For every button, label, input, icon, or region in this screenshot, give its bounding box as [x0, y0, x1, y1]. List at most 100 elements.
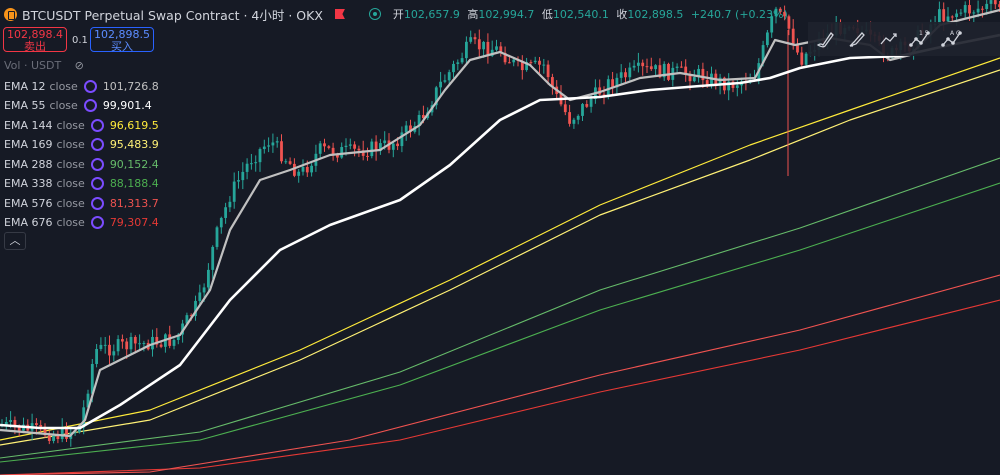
settings-ring-icon[interactable]	[90, 196, 104, 210]
ema-576-line	[0, 274, 1000, 475]
wave-pattern-tool-button[interactable]: 1 5	[906, 24, 936, 54]
candle	[477, 29, 481, 59]
indicator-row[interactable]: EMA 576 close 81,313.7	[4, 194, 159, 212]
ema-55-line	[0, 33, 1000, 430]
candle	[185, 312, 189, 325]
candle	[624, 68, 627, 84]
chevron-up-icon: ︿	[9, 234, 21, 247]
high-value: 102,994.7	[478, 8, 535, 21]
candle	[133, 335, 137, 354]
candle	[473, 33, 477, 45]
candle	[215, 225, 219, 250]
settings-ring-icon[interactable]	[83, 99, 97, 112]
candle	[275, 136, 279, 148]
indicator-name: EMA 676	[4, 216, 53, 229]
candle	[116, 335, 120, 356]
candle	[581, 103, 584, 121]
drawing-toolbar: 1 5 A C	[808, 22, 1000, 56]
candle	[99, 337, 103, 352]
candle	[615, 73, 619, 96]
abcd-pattern-tool-button[interactable]: A C	[938, 24, 968, 54]
candle	[353, 141, 356, 157]
change-value: +240.7 (+0.23%)	[690, 8, 788, 21]
candle	[667, 62, 670, 82]
indicator-name: EMA 576	[4, 196, 53, 210]
candle	[804, 52, 808, 67]
candle	[409, 119, 412, 138]
highlighter-icon	[849, 32, 865, 47]
candle	[959, 9, 963, 16]
settings-ring-icon[interactable]	[90, 216, 104, 229]
candle	[232, 172, 236, 209]
candle	[288, 157, 292, 166]
candle	[770, 12, 774, 38]
abcd-pattern-icon: A C	[941, 30, 962, 47]
candle	[43, 423, 47, 438]
flag-icon[interactable]	[334, 9, 345, 19]
candle	[585, 100, 589, 109]
indicator-row[interactable]: EMA 144 close 96,619.5	[4, 116, 159, 134]
indicator-row[interactable]: EMA 12 close 101,726.8	[4, 77, 159, 95]
open-value: 102,657.9	[403, 8, 460, 21]
settings-ring-icon[interactable]	[90, 138, 104, 151]
candle	[284, 158, 288, 165]
symbol-title[interactable]: BTCUSDT Perpetual Swap Contract · 4小时 · …	[22, 7, 323, 23]
candle	[39, 420, 43, 433]
indicator-row[interactable]: EMA 288 close 90,152.4	[4, 155, 159, 173]
candle	[654, 64, 657, 77]
settings-ring-icon[interactable]	[83, 79, 97, 93]
collapse-legend-button[interactable]: ︿	[4, 232, 26, 250]
indicator-value: 95,483.9	[109, 138, 159, 151]
candle	[211, 245, 215, 279]
candle	[697, 65, 700, 83]
candle	[138, 334, 141, 350]
indicator-row[interactable]: EMA 55 close 99,901.4	[4, 97, 152, 115]
settings-ring-icon[interactable]	[90, 118, 104, 132]
brush-tool-button[interactable]	[810, 24, 840, 54]
settings-ring-icon[interactable]	[90, 177, 104, 190]
candle	[301, 159, 305, 176]
volume-legend[interactable]: Vol · USDT ⊘	[4, 59, 84, 72]
settings-ring-icon[interactable]	[90, 157, 104, 171]
candle	[486, 33, 490, 64]
candle	[52, 430, 55, 444]
candle	[469, 30, 473, 44]
candle	[778, 7, 782, 15]
candle	[551, 73, 554, 95]
candle	[129, 332, 133, 356]
indicator-value: 88,188.4	[109, 177, 159, 190]
candle	[219, 216, 223, 234]
buy-button[interactable]: 102,898.5 买入	[90, 27, 154, 53]
highlighter-tool-button[interactable]	[842, 24, 872, 54]
candle	[568, 104, 571, 127]
candle	[452, 60, 455, 78]
indicator-row[interactable]: EMA 676 close 79,307.4	[4, 214, 159, 232]
candle	[241, 162, 245, 190]
candle	[361, 140, 365, 161]
trend-line-tool-button[interactable]	[874, 24, 904, 54]
candle	[731, 78, 735, 93]
indicator-source: close	[56, 138, 85, 151]
close-value: 102,898.5	[627, 8, 684, 21]
indicator-row[interactable]: EMA 169 close 95,483.9	[4, 136, 159, 154]
close-label: 收	[616, 8, 628, 21]
candle	[82, 400, 86, 435]
candle	[993, 0, 997, 10]
candle	[443, 74, 447, 84]
candle	[323, 138, 326, 152]
candle	[331, 142, 335, 161]
candle	[297, 169, 301, 183]
ema-144-line	[0, 57, 1000, 441]
eye-off-icon[interactable]: ⊘	[74, 59, 84, 72]
candle	[237, 170, 240, 189]
candle	[340, 142, 344, 159]
candle	[262, 139, 266, 154]
candle	[632, 60, 636, 71]
candle	[611, 71, 614, 97]
chart-header: BTCUSDT Perpetual Swap Contract · 4小时 · …	[0, 0, 792, 28]
candle	[391, 141, 395, 158]
indicator-row[interactable]: EMA 338 close 88,188.4	[4, 175, 159, 193]
sell-button[interactable]: 102,898.4 卖出	[3, 27, 67, 53]
candle	[675, 63, 679, 74]
